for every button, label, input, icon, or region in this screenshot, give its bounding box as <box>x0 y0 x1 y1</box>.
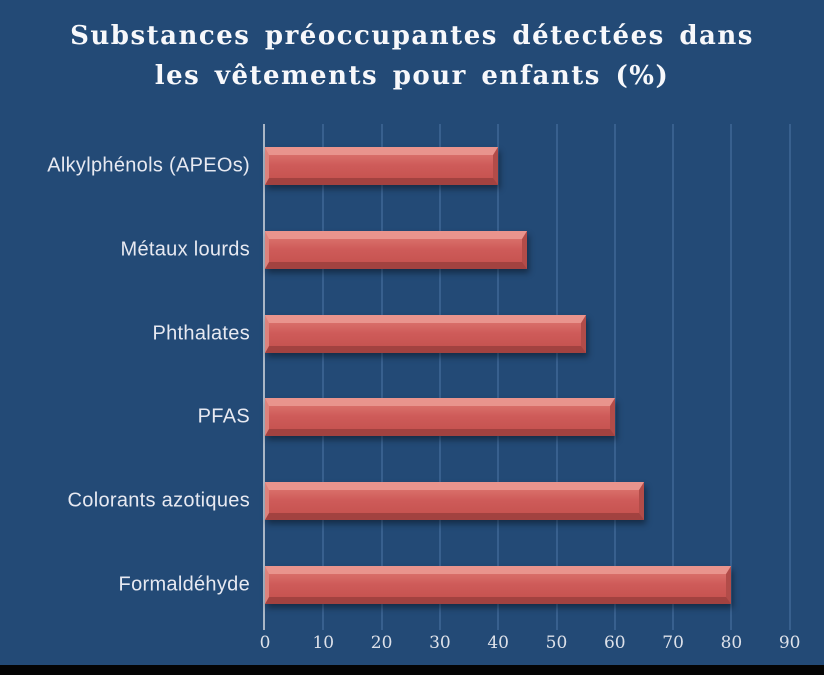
gridline <box>555 124 558 630</box>
gridline <box>730 124 733 630</box>
bar <box>265 566 732 604</box>
gridline <box>497 124 500 630</box>
category-label: Colorants azotiques <box>67 489 250 512</box>
x-tick-label: 80 <box>720 633 743 653</box>
gridline <box>613 124 616 630</box>
x-tick-label: 20 <box>370 633 393 653</box>
bar-row: Alkylphénols (APEOs) <box>0 124 824 208</box>
x-tick-label: 60 <box>603 633 626 653</box>
y-axis-line <box>263 124 265 630</box>
category-label: Phthalates <box>152 322 250 345</box>
bar-row: PFAS <box>0 375 824 459</box>
bar <box>265 314 586 353</box>
bar-row: Phthalates <box>0 292 824 376</box>
x-tick-label: 40 <box>487 633 509 653</box>
chart-title-line1: Substances préoccupantes détectées dans <box>70 21 754 51</box>
gridline <box>380 124 383 630</box>
gridline <box>438 124 441 630</box>
bar <box>265 230 528 269</box>
x-tick-label: 70 <box>662 633 684 653</box>
category-label: PFAS <box>197 405 250 428</box>
category-label: Métaux lourds <box>120 238 250 261</box>
x-tick-label: 50 <box>545 633 568 653</box>
footer-strip <box>0 665 824 675</box>
bar <box>265 147 499 185</box>
x-tick-label: 10 <box>312 633 335 653</box>
bar <box>265 398 615 437</box>
gridline <box>672 124 675 630</box>
bar <box>265 482 644 521</box>
x-tick-label: 0 <box>259 633 271 653</box>
bar-row: Colorants azotiques <box>0 459 824 543</box>
x-tick-label: 30 <box>429 633 451 653</box>
category-label: Alkylphénols (APEOs) <box>47 154 250 177</box>
chart-title: Substances préoccupantes détectées dans … <box>0 16 824 96</box>
category-label: Formaldéhyde <box>118 573 250 596</box>
gridline <box>322 124 325 630</box>
gridline <box>788 124 791 630</box>
chart-title-line2: les vêtements pour enfants (%) <box>154 61 670 91</box>
bar-row: Formaldéhyde <box>0 543 824 627</box>
x-tick-label: 90 <box>778 633 801 653</box>
bar-row: Métaux lourds <box>0 208 824 292</box>
